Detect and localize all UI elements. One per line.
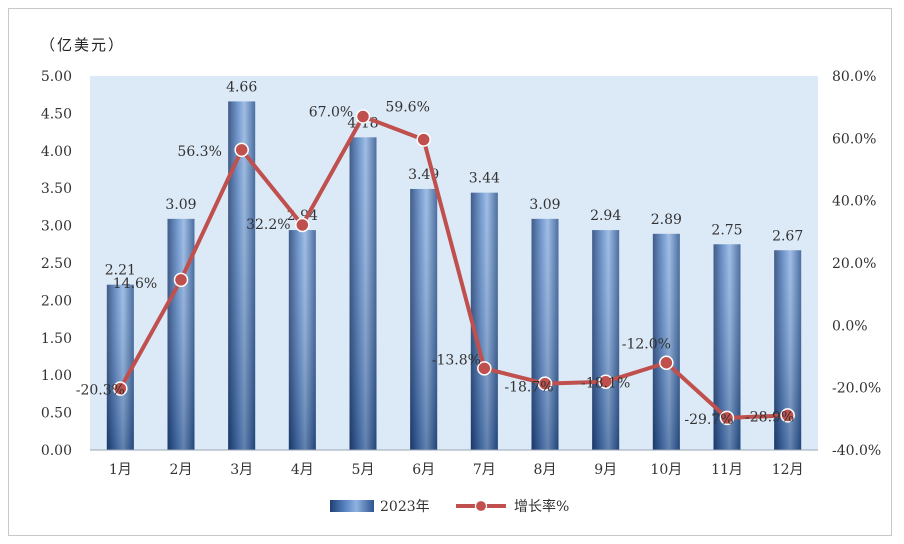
line-data-label: -18.1%	[581, 376, 630, 392]
x-tick-label: 5月	[352, 462, 375, 478]
line-data-label: -28.9%	[745, 409, 794, 425]
growth-point	[719, 410, 735, 426]
x-axis: 1月 2月 3月 4月 5月 6月 7月 8月 9月 10月 11月 12月	[90, 449, 818, 478]
line-data-label: -20.3%	[76, 383, 125, 399]
line-data-label: 14.6%	[113, 276, 157, 292]
bar-shade	[592, 230, 620, 450]
x-tick-label: 3月	[230, 462, 253, 478]
x-tick-label: 1月	[109, 462, 132, 478]
left-tick-label: 2.00	[41, 293, 72, 309]
bar-shade	[531, 218, 559, 450]
bar-data-label: 3.09	[529, 197, 560, 213]
x-tick-label: 2月	[170, 462, 193, 478]
right-tick-label: -20.0%	[832, 381, 881, 397]
line-data-label: 32.2%	[246, 217, 290, 233]
bar-data-label: 4.66	[226, 79, 257, 95]
plot-area	[90, 76, 818, 450]
left-tick-label: 1.00	[41, 368, 72, 384]
bar-data-label: 3.09	[165, 197, 196, 213]
right-y-axis: -40.0% -20.0% 0.0% 20.0% 40.0% 60.0% 80.0%	[832, 69, 881, 459]
plot-background	[90, 76, 818, 450]
bar-shade	[470, 192, 498, 451]
bar-shade	[167, 218, 195, 450]
right-tick-label: 60.0%	[832, 131, 876, 147]
bar-shade	[349, 137, 377, 450]
left-tick-label: 4.50	[41, 106, 72, 122]
bar-shade	[106, 284, 134, 450]
left-tick-label: 0.50	[41, 406, 72, 422]
x-tick-label: 11月	[711, 462, 743, 478]
left-tick-label: 5.00	[41, 69, 72, 85]
right-tick-label: 0.0%	[832, 318, 868, 334]
right-tick-label: 40.0%	[832, 194, 876, 210]
right-tick-label: -40.0%	[832, 443, 881, 459]
growth-point	[416, 132, 431, 147]
growth-point	[113, 381, 128, 396]
legend-line-label: 增长率%	[514, 498, 569, 515]
bar-shade	[410, 188, 438, 450]
right-tick-label: 20.0%	[832, 256, 876, 272]
bar-shade	[652, 233, 680, 450]
line-data-label: 59.6%	[385, 100, 429, 116]
growth-point	[295, 217, 310, 233]
bar-data-label: 2.67	[772, 228, 803, 244]
left-y-axis: 0.00 0.50 1.00 1.50 2.00 2.50 3.00 3.50 4.00 4.50…	[41, 69, 72, 459]
left-tick-label: 3.50	[41, 181, 72, 197]
line-data-label: -12.0%	[622, 337, 671, 353]
legend-bar-label: 2023年	[380, 499, 430, 515]
x-tick-label: 4月	[291, 462, 314, 478]
left-tick-label: 4.00	[41, 144, 72, 160]
right-tick-label: 80.0%	[832, 69, 876, 85]
x-tick-label: 7月	[473, 462, 496, 478]
line-data-label: 67.0%	[309, 105, 353, 121]
line-data-label: 56.3%	[177, 144, 221, 160]
legend: 2023年 增长率%	[330, 498, 569, 515]
bar-data-label: 2.89	[651, 212, 682, 228]
legend-line-marker	[474, 499, 488, 513]
left-tick-label: 2.50	[41, 256, 72, 272]
bar-data-label: 3.44	[469, 171, 500, 187]
growth-point	[537, 376, 553, 391]
growth-point	[173, 272, 189, 288]
growth-point	[780, 408, 795, 423]
x-tick-label: 9月	[594, 462, 617, 478]
line-data-label: -29.7%	[684, 412, 733, 428]
left-tick-label: 1.50	[41, 331, 72, 347]
x-tick-label: 6月	[412, 462, 435, 478]
left-tick-label: 3.00	[41, 219, 72, 235]
growth-point	[598, 374, 613, 389]
growth-line	[118, 114, 788, 420]
left-tick-label: 0.00	[41, 443, 72, 459]
x-tick-label: 10月	[650, 462, 682, 478]
legend-bar-swatch	[330, 500, 374, 512]
line-data-label: -18.7%	[504, 380, 553, 396]
bar-data-label: 2.94	[590, 208, 621, 224]
bar-data-label: 2.21	[105, 263, 136, 279]
x-tick-label: 8月	[534, 462, 557, 478]
growth-point	[234, 142, 249, 158]
growth-point	[659, 355, 674, 370]
bar-data-label: 2.75	[711, 222, 742, 238]
bar-shade	[288, 230, 316, 450]
x-tick-label: 12月	[772, 462, 804, 478]
unit-label: （亿美元）	[40, 36, 126, 54]
line-data-label: -13.8%	[432, 352, 481, 368]
growth-point	[477, 361, 492, 376]
growth-point	[355, 109, 371, 124]
